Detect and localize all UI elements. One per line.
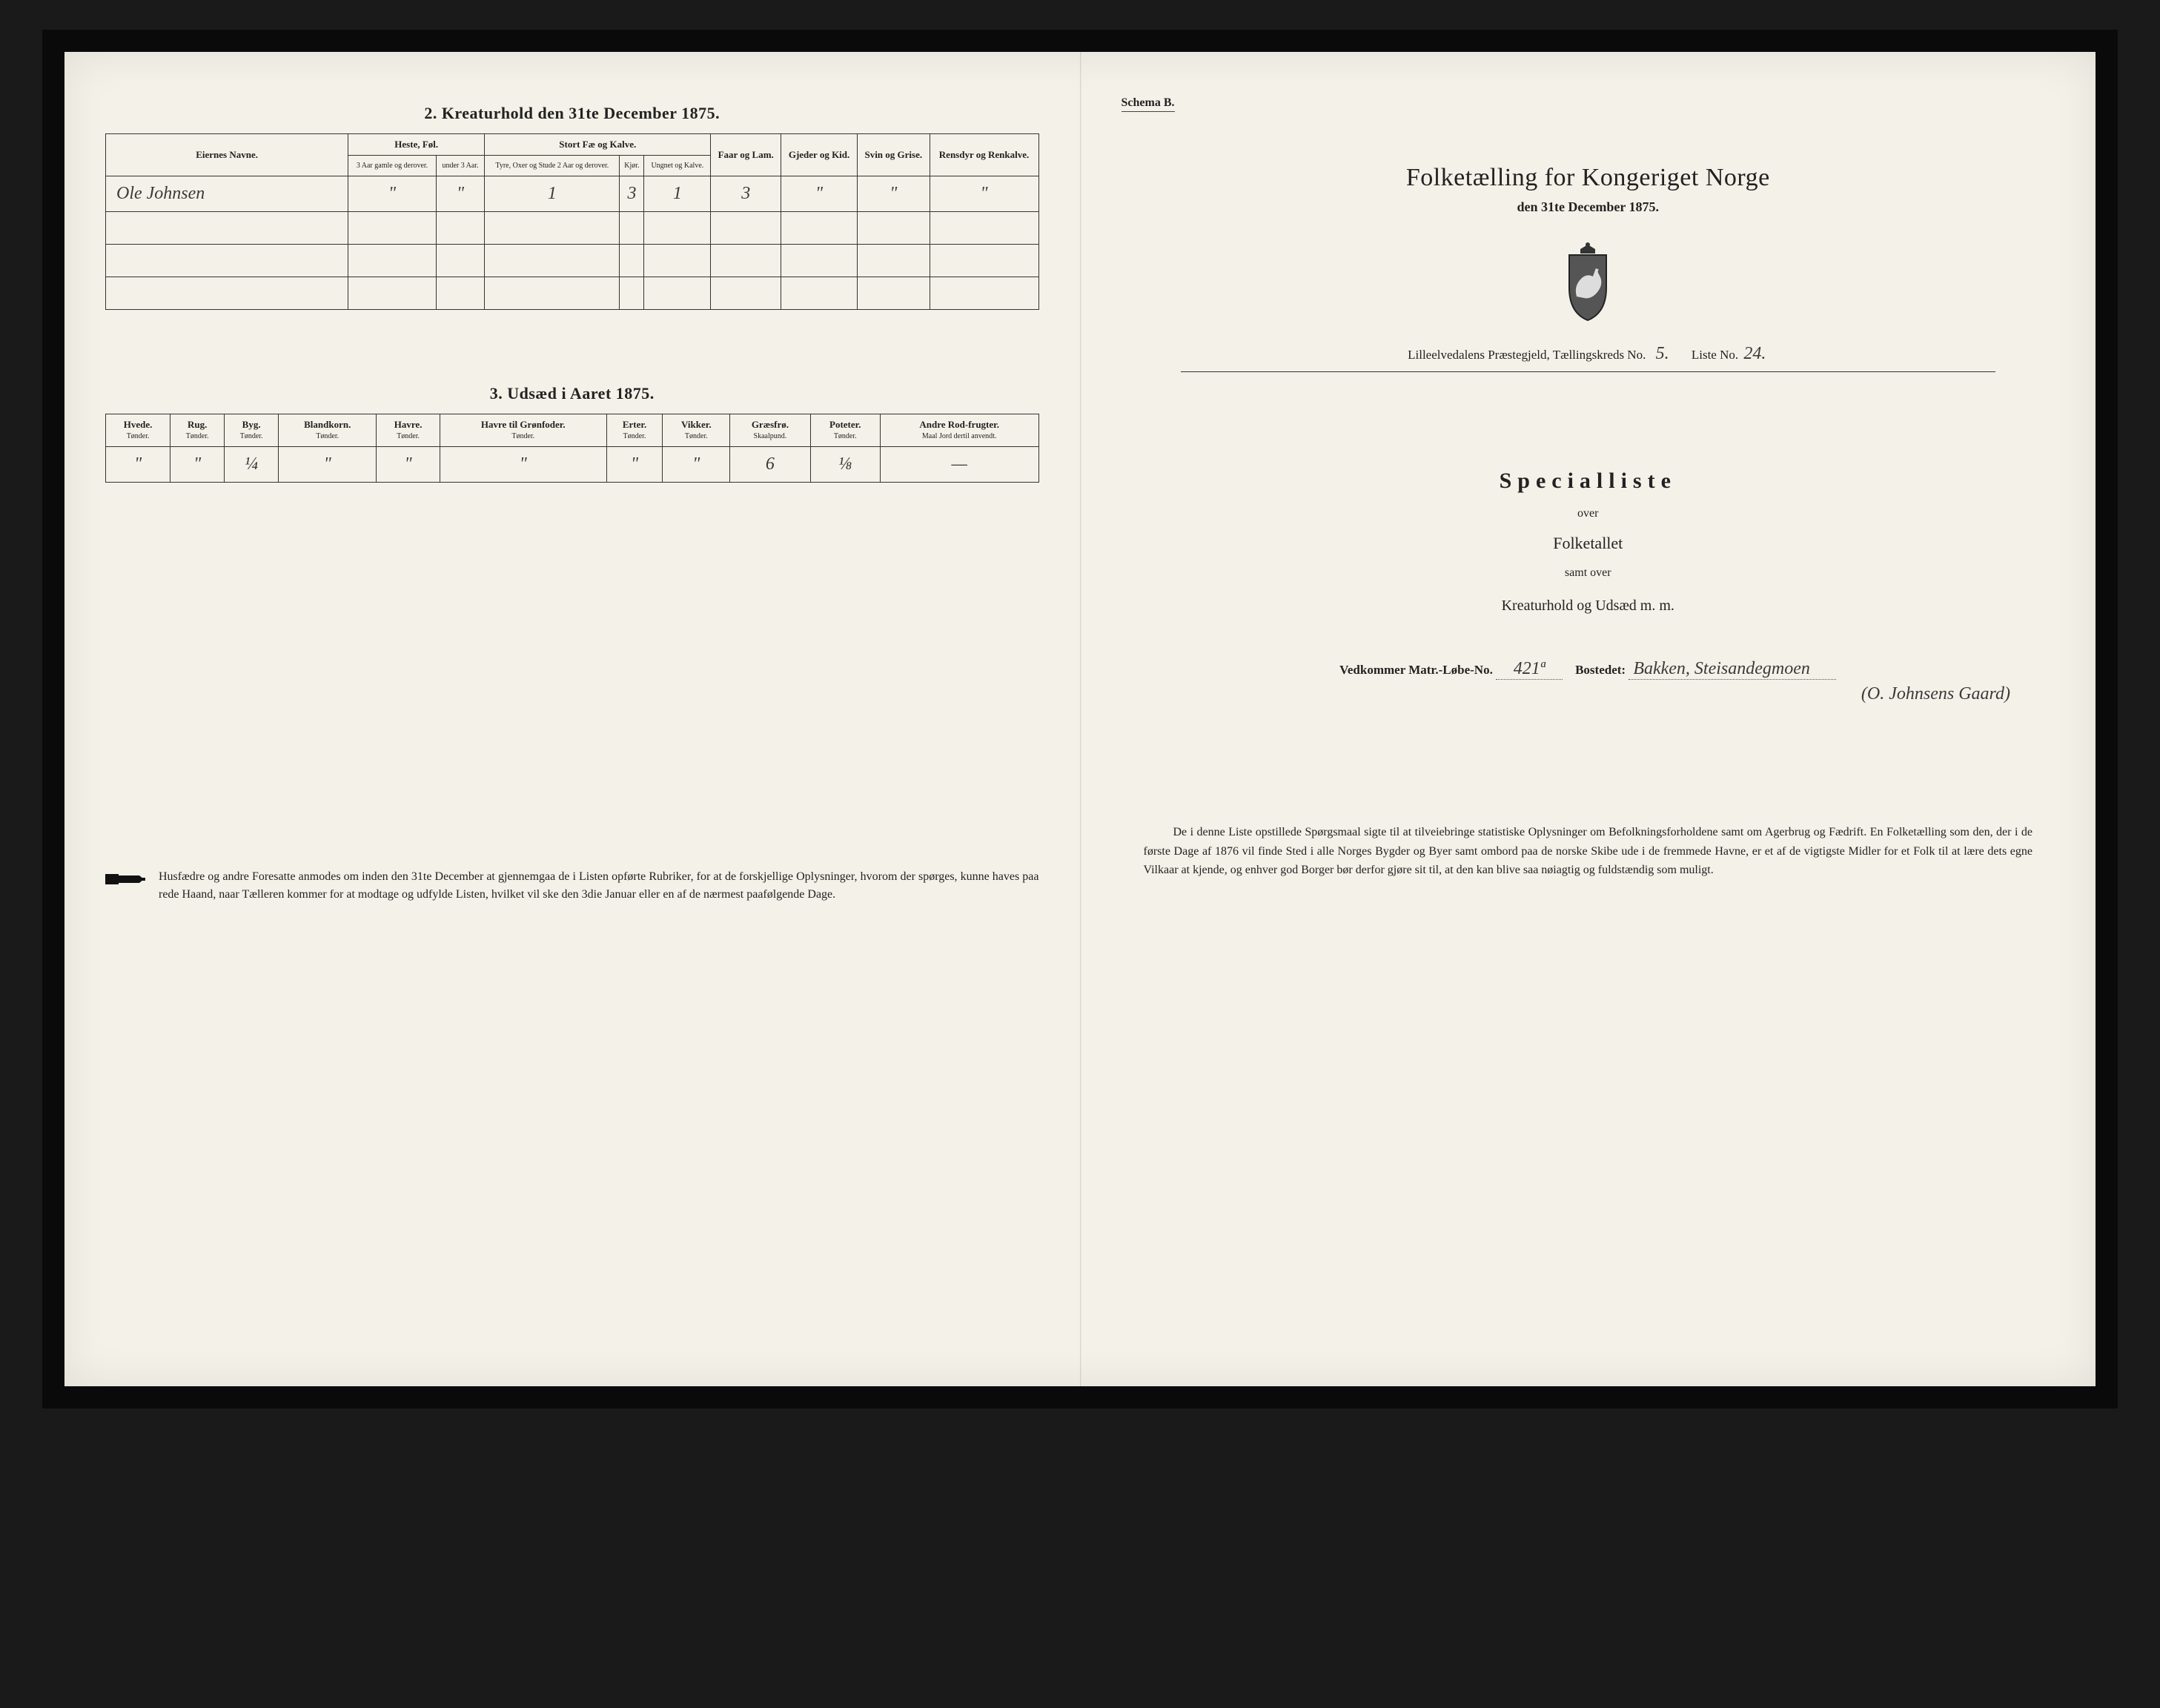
col: Græsfrø.Skaalpund. — [730, 414, 810, 446]
matr-line: Vedkommer Matr.-Løbe-No. 421ª Bostedet: … — [1122, 659, 2055, 680]
coat-of-arms-icon — [1122, 242, 2055, 323]
col-owner: Eiernes Navne. — [106, 134, 348, 176]
col-h1: 3 Aar gamle og derover. — [348, 156, 437, 176]
kreds-number: 5. — [1649, 344, 1676, 364]
cell: 3 — [711, 176, 781, 211]
main-date: den 31te December 1875. — [1122, 199, 2055, 215]
bottom-paragraph: De i denne Liste opstillede Spørgsmaal s… — [1122, 823, 2055, 880]
scan-frame: 2. Kreaturhold den 31te December 1875. E… — [42, 30, 2118, 1409]
cell: 6 — [730, 446, 810, 482]
matr-label: Vedkommer Matr.-Løbe-No. — [1339, 663, 1493, 677]
pointing-hand-icon — [105, 870, 147, 889]
specialliste-title: Specialliste — [1122, 469, 2055, 494]
bosted-value: Bakken, Steisandegmoen — [1629, 659, 1836, 680]
over-label: over — [1122, 507, 2055, 520]
col: Rug.Tønder. — [170, 414, 225, 446]
divider — [1181, 371, 1996, 372]
footnote-block: Husfædre og andre Foresatte anmodes om i… — [105, 868, 1039, 905]
cell: ⅛ — [810, 446, 880, 482]
col-sheep: Faar og Lam. — [711, 134, 781, 176]
section2-title: 2. Kreaturhold den 31te December 1875. — [105, 104, 1039, 123]
col: Poteter.Tønder. — [810, 414, 880, 446]
table-row: " " ¼ " " " " " 6 ⅛ — — [106, 446, 1039, 482]
col-c3: Ungnet og Kalve. — [644, 156, 711, 176]
bosted-label: Bostedet: — [1575, 663, 1626, 677]
cell: " — [436, 176, 484, 211]
cell: " — [170, 446, 225, 482]
colgroup-horses: Heste, Føl. — [348, 134, 485, 156]
cell: " — [440, 446, 606, 482]
col-c1: Tyre, Oxer og Stude 2 Aar og derover. — [485, 156, 620, 176]
cell: " — [279, 446, 377, 482]
folketallet-label: Folketallet — [1122, 534, 2055, 553]
footnote-text: Husfædre og andre Foresatte anmodes om i… — [159, 868, 1039, 905]
cell: " — [348, 176, 437, 211]
col-goats: Gjeder og Kid. — [781, 134, 858, 176]
liste-label: Liste No. — [1692, 348, 1738, 362]
cell: — — [880, 446, 1038, 482]
section3-title: 3. Udsæd i Aaret 1875. — [105, 384, 1039, 403]
col-c2: Kjør. — [620, 156, 644, 176]
cell: " — [858, 176, 930, 211]
matr-number: 421ª — [1496, 659, 1563, 680]
col: Byg.Tønder. — [225, 414, 279, 446]
bosted-value-line2: (O. Johnsens Gaard) — [1122, 684, 2055, 704]
col-reindeer: Rensdyr og Renkalve. — [930, 134, 1038, 176]
cell: 3 — [620, 176, 644, 211]
cell: " — [606, 446, 663, 482]
cell: " — [781, 176, 858, 211]
col: Andre Rod-frugter.Maal Jord dertil anven… — [880, 414, 1038, 446]
owner-name: Ole Johnsen — [106, 176, 348, 211]
parish-prefix: Lilleelvedalens Præstegjeld, Tællingskre… — [1408, 348, 1646, 362]
col: Hvede.Tønder. — [106, 414, 170, 446]
cell: ¼ — [225, 446, 279, 482]
table-row — [106, 211, 1039, 244]
cell: " — [663, 446, 730, 482]
cell: 1 — [644, 176, 711, 211]
seed-table: Hvede.Tønder. Rug.Tønder. Byg.Tønder. Bl… — [105, 414, 1039, 483]
col-h2: under 3 Aar. — [436, 156, 484, 176]
table-row — [106, 244, 1039, 277]
table-row: Ole Johnsen " " 1 3 1 3 " " " — [106, 176, 1039, 211]
cell: " — [377, 446, 440, 482]
parish-line: Lilleelvedalens Præstegjeld, Tællingskre… — [1122, 344, 2055, 364]
livestock-table: Eiernes Navne. Heste, Føl. Stort Fæ og K… — [105, 133, 1039, 310]
col-pigs: Svin og Grise. — [858, 134, 930, 176]
samt-over-label: samt over — [1122, 566, 2055, 580]
col: Havre til Grønfoder.Tønder. — [440, 414, 606, 446]
col: Blandkorn.Tønder. — [279, 414, 377, 446]
cell: " — [106, 446, 170, 482]
cell: 1 — [485, 176, 620, 211]
col: Vikker.Tønder. — [663, 414, 730, 446]
colgroup-cattle: Stort Fæ og Kalve. — [485, 134, 711, 156]
kreatur-line: Kreaturhold og Udsæd m. m. — [1122, 598, 2055, 615]
liste-number: 24. — [1741, 344, 1768, 364]
main-title: Folketælling for Kongeriget Norge — [1122, 164, 2055, 192]
table-row — [106, 277, 1039, 309]
right-page: Schema B. Folketælling for Kongeriget No… — [1081, 52, 2096, 1386]
cell: " — [930, 176, 1038, 211]
schema-label: Schema B. — [1122, 96, 1175, 112]
col: Havre.Tønder. — [377, 414, 440, 446]
col: Erter.Tønder. — [606, 414, 663, 446]
document-spread: 2. Kreaturhold den 31te December 1875. E… — [64, 52, 2096, 1386]
left-page: 2. Kreaturhold den 31te December 1875. E… — [64, 52, 1081, 1386]
